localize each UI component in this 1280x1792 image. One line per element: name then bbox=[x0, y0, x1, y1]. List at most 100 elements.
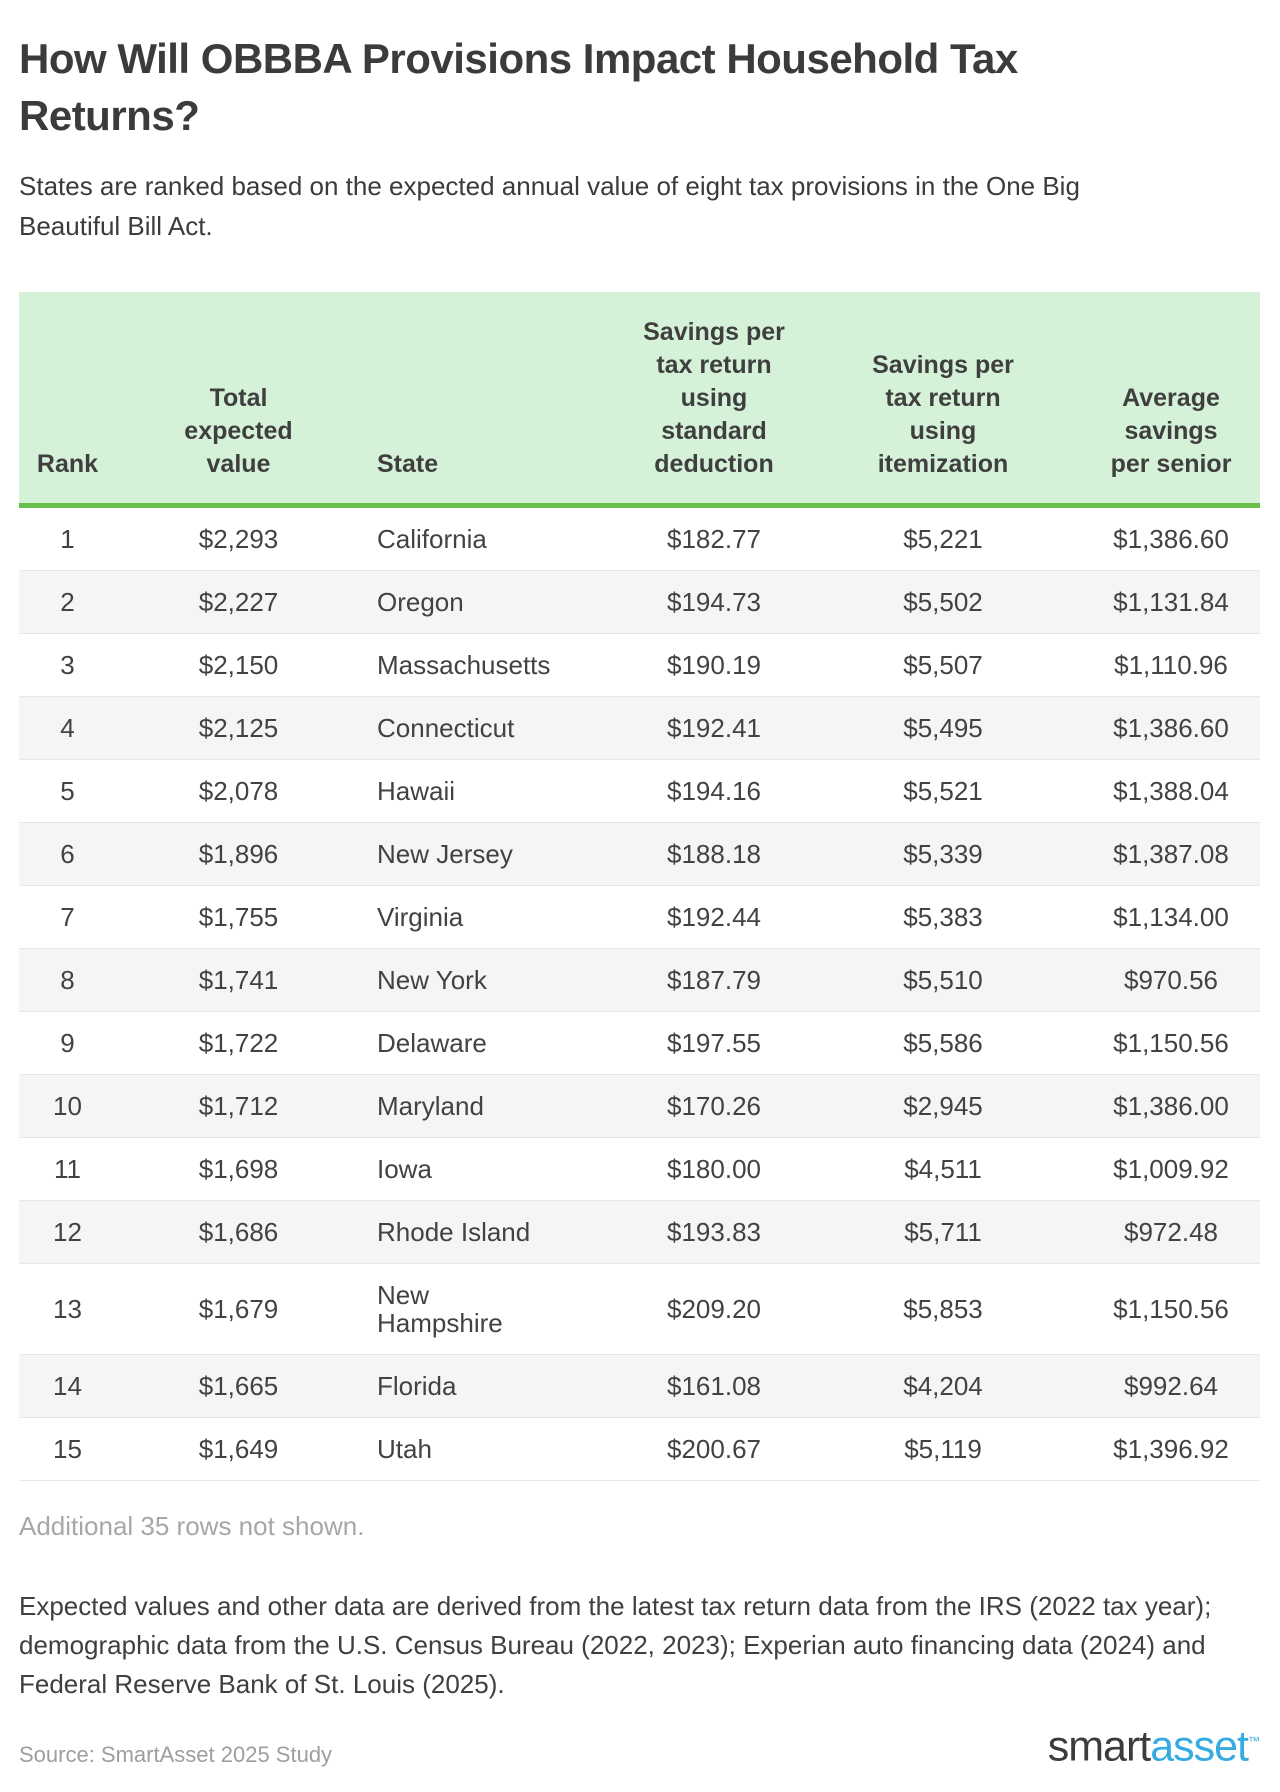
state-cell: Rhode Island bbox=[361, 1200, 624, 1264]
table-row: 3 $2,150 Massachusetts $190.19 $5,507 $1… bbox=[19, 633, 1260, 697]
rank-cell: 2 bbox=[19, 570, 116, 634]
savings-itemization-cell: $5,521 bbox=[804, 759, 1082, 823]
rank-cell: 5 bbox=[19, 759, 116, 823]
col-header-average-savings-per-senior: Average savings per senior bbox=[1082, 292, 1260, 506]
logo-trademark: ™ bbox=[1248, 1734, 1260, 1748]
state-cell: Oregon bbox=[361, 570, 624, 634]
total-expected-value-cell: $1,698 bbox=[116, 1137, 361, 1201]
savings-itemization-cell: $2,945 bbox=[804, 1074, 1082, 1138]
savings-itemization-cell: $5,221 bbox=[804, 505, 1082, 571]
savings-itemization-cell: $5,586 bbox=[804, 1011, 1082, 1075]
savings-standard-deduction-cell: $182.77 bbox=[624, 505, 804, 571]
state-cell: Florida bbox=[361, 1354, 624, 1418]
table-row: 14 $1,665 Florida $161.08 $4,204 $992.64 bbox=[19, 1354, 1260, 1418]
table-row: 1 $2,293 California $182.77 $5,221 $1,38… bbox=[19, 505, 1260, 571]
col-header-total-expected-value: Total expected value bbox=[116, 292, 361, 506]
table-row: 8 $1,741 New York $187.79 $5,510 $970.56 bbox=[19, 948, 1260, 1012]
savings-standard-deduction-cell: $197.55 bbox=[624, 1011, 804, 1075]
table-row: 12 $1,686 Rhode Island $193.83 $5,711 $9… bbox=[19, 1200, 1260, 1264]
source-attribution: Source: SmartAsset 2025 Study bbox=[19, 1742, 333, 1768]
total-expected-value-cell: $2,293 bbox=[116, 505, 361, 571]
page-subtitle: States are ranked based on the expected … bbox=[19, 171, 1080, 241]
savings-standard-deduction-cell: $194.73 bbox=[624, 570, 804, 634]
table-row: 15 $1,649 Utah $200.67 $5,119 $1,396.92 bbox=[19, 1417, 1260, 1481]
total-expected-value-cell: $1,755 bbox=[116, 885, 361, 949]
table-row: 4 $2,125 Connecticut $192.41 $5,495 $1,3… bbox=[19, 696, 1260, 760]
rank-cell: 10 bbox=[19, 1074, 116, 1138]
savings-standard-deduction-cell: $187.79 bbox=[624, 948, 804, 1012]
savings-itemization-cell: $5,502 bbox=[804, 570, 1082, 634]
rank-cell: 13 bbox=[19, 1263, 116, 1355]
rank-cell: 4 bbox=[19, 696, 116, 760]
average-savings-per-senior-cell: $1,150.56 bbox=[1082, 1011, 1260, 1075]
savings-standard-deduction-cell: $192.41 bbox=[624, 696, 804, 760]
savings-itemization-cell: $5,495 bbox=[804, 696, 1082, 760]
rank-cell: 11 bbox=[19, 1137, 116, 1201]
average-savings-per-senior-cell: $1,386.00 bbox=[1082, 1074, 1260, 1138]
average-savings-per-senior-cell: $1,388.04 bbox=[1082, 759, 1260, 823]
col-header-rank: Rank bbox=[19, 292, 116, 506]
savings-standard-deduction-cell: $188.18 bbox=[624, 822, 804, 886]
savings-standard-deduction-cell: $170.26 bbox=[624, 1074, 804, 1138]
table-row: 9 $1,722 Delaware $197.55 $5,586 $1,150.… bbox=[19, 1011, 1260, 1075]
average-savings-per-senior-cell: $992.64 bbox=[1082, 1354, 1260, 1418]
savings-standard-deduction-cell: $194.16 bbox=[624, 759, 804, 823]
rank-cell: 15 bbox=[19, 1417, 116, 1481]
total-expected-value-cell: $1,679 bbox=[116, 1263, 361, 1355]
state-cell: California bbox=[361, 505, 624, 571]
average-savings-per-senior-cell: $1,131.84 bbox=[1082, 570, 1260, 634]
savings-standard-deduction-cell: $193.83 bbox=[624, 1200, 804, 1264]
state-cell: New Hampshire bbox=[361, 1263, 624, 1355]
savings-standard-deduction-cell: $200.67 bbox=[624, 1417, 804, 1481]
average-savings-per-senior-cell: $1,110.96 bbox=[1082, 633, 1260, 697]
col-header-savings-standard-deduction: Savings per tax return using standard de… bbox=[624, 292, 804, 506]
total-expected-value-cell: $2,150 bbox=[116, 633, 361, 697]
table-row: 7 $1,755 Virginia $192.44 $5,383 $1,134.… bbox=[19, 885, 1260, 949]
savings-standard-deduction-cell: $180.00 bbox=[624, 1137, 804, 1201]
table-row: 6 $1,896 New Jersey $188.18 $5,339 $1,38… bbox=[19, 822, 1260, 886]
state-cell: Delaware bbox=[361, 1011, 624, 1075]
state-cell: Iowa bbox=[361, 1137, 624, 1201]
savings-itemization-cell: $5,119 bbox=[804, 1417, 1082, 1481]
col-header-savings-itemization: Savings per tax return using itemization bbox=[804, 292, 1082, 506]
savings-standard-deduction-cell: $209.20 bbox=[624, 1263, 804, 1355]
rank-cell: 3 bbox=[19, 633, 116, 697]
logo-text-smart: smart bbox=[1047, 1722, 1151, 1771]
table-row: 13 $1,679 New Hampshire $209.20 $5,853 $… bbox=[19, 1263, 1260, 1355]
rank-cell: 6 bbox=[19, 822, 116, 886]
state-cell: New York bbox=[361, 948, 624, 1012]
savings-standard-deduction-cell: $190.19 bbox=[624, 633, 804, 697]
average-savings-per-senior-cell: $972.48 bbox=[1082, 1200, 1260, 1264]
savings-itemization-cell: $5,711 bbox=[804, 1200, 1082, 1264]
state-cell: New Jersey bbox=[361, 822, 624, 886]
total-expected-value-cell: $2,125 bbox=[116, 696, 361, 760]
table-row: 5 $2,078 Hawaii $194.16 $5,521 $1,388.04 bbox=[19, 759, 1260, 823]
total-expected-value-cell: $1,686 bbox=[116, 1200, 361, 1264]
total-expected-value-cell: $1,649 bbox=[116, 1417, 361, 1481]
average-savings-per-senior-cell: $1,134.00 bbox=[1082, 885, 1260, 949]
rank-cell: 12 bbox=[19, 1200, 116, 1264]
average-savings-per-senior-cell: $1,396.92 bbox=[1082, 1417, 1260, 1481]
average-savings-per-senior-cell: $1,009.92 bbox=[1082, 1137, 1260, 1201]
savings-itemization-cell: $5,339 bbox=[804, 822, 1082, 886]
rank-cell: 8 bbox=[19, 948, 116, 1012]
footer: Source: SmartAsset 2025 Study smartasset… bbox=[19, 1720, 1260, 1768]
total-expected-value-cell: $2,227 bbox=[116, 570, 361, 634]
savings-itemization-cell: $5,507 bbox=[804, 633, 1082, 697]
savings-standard-deduction-cell: $161.08 bbox=[624, 1354, 804, 1418]
methodology-note: Expected values and other data are deriv… bbox=[19, 1591, 1212, 1699]
rank-cell: 7 bbox=[19, 885, 116, 949]
total-expected-value-cell: $1,722 bbox=[116, 1011, 361, 1075]
page-title: How Will OBBBA Provisions Impact Househo… bbox=[19, 35, 1018, 139]
rank-cell: 9 bbox=[19, 1011, 116, 1075]
savings-itemization-cell: $4,204 bbox=[804, 1354, 1082, 1418]
savings-standard-deduction-cell: $192.44 bbox=[624, 885, 804, 949]
average-savings-per-senior-cell: $1,150.56 bbox=[1082, 1263, 1260, 1355]
table-row: 2 $2,227 Oregon $194.73 $5,502 $1,131.84 bbox=[19, 570, 1260, 634]
logo-text-asset: asset bbox=[1150, 1722, 1249, 1771]
table-header-row: Rank Total expected value State Savings … bbox=[19, 292, 1260, 506]
state-cell: Hawaii bbox=[361, 759, 624, 823]
savings-itemization-cell: $5,383 bbox=[804, 885, 1082, 949]
table-row: 11 $1,698 Iowa $180.00 $4,511 $1,009.92 bbox=[19, 1137, 1260, 1201]
